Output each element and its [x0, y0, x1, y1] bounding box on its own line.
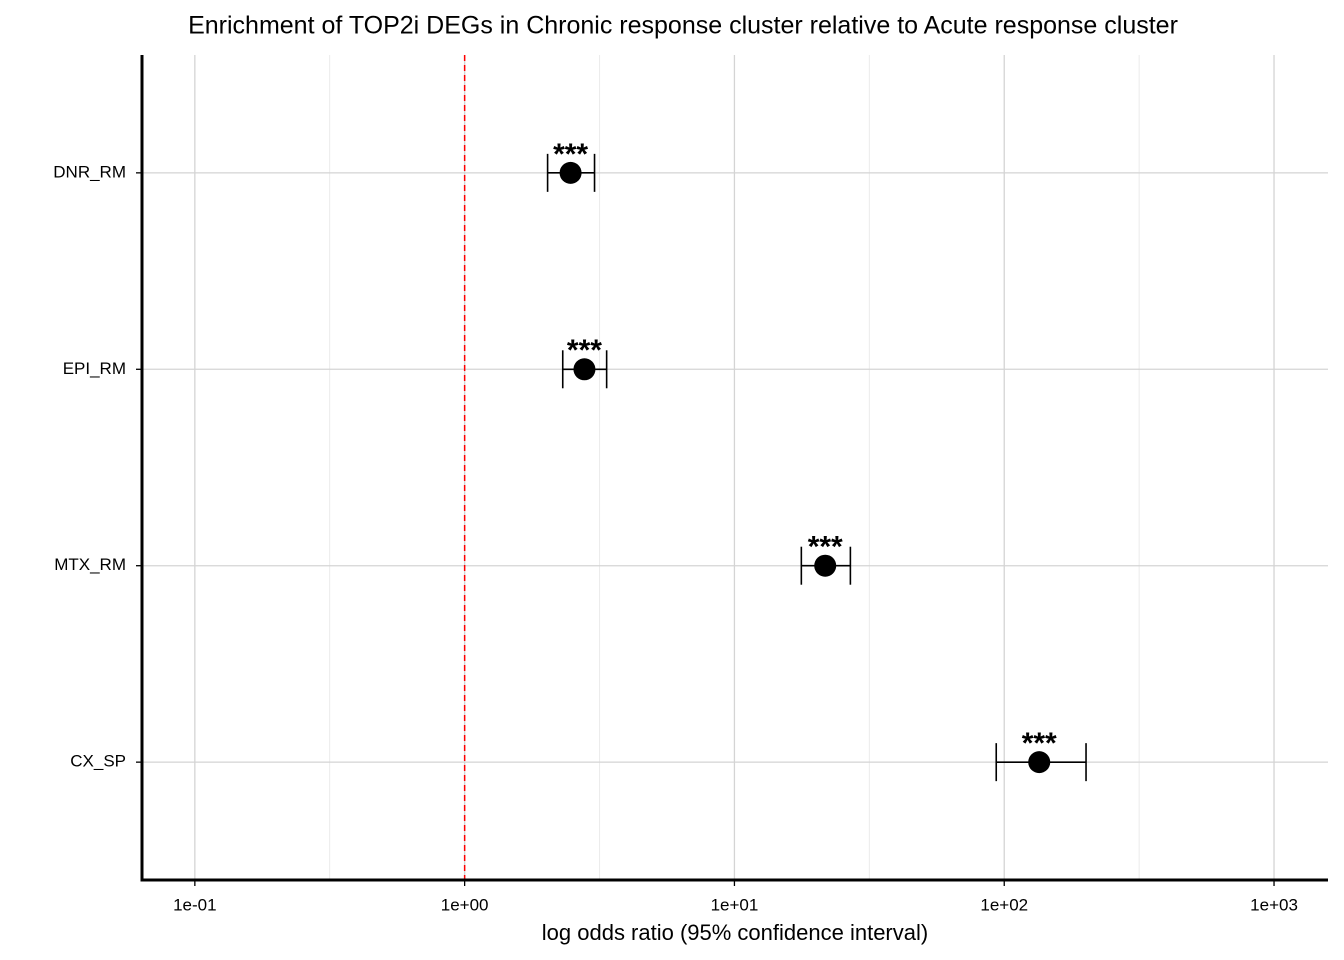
- point: [1028, 751, 1051, 774]
- point: [573, 358, 596, 381]
- x-tick-label: 1e+01: [711, 895, 759, 914]
- x-tick-label: 1e+00: [441, 895, 489, 914]
- annotation: ***: [553, 138, 588, 171]
- annotation: ***: [1022, 727, 1057, 760]
- y-tick-label: CX_SP: [70, 752, 126, 771]
- y-tick-label: DNR_RM: [53, 162, 126, 181]
- x-tick-label: 1e+02: [980, 895, 1028, 914]
- annotation: ***: [808, 531, 843, 564]
- point: [814, 554, 837, 577]
- annotation: ***: [567, 334, 602, 367]
- y-tick-label: MTX_RM: [54, 555, 126, 574]
- point: [559, 161, 582, 184]
- y-tick-label: EPI_RM: [63, 359, 126, 378]
- x-tick-label: 1e-01: [173, 895, 216, 914]
- chart-title: Enrichment of TOP2i DEGs in Chronic resp…: [188, 12, 1178, 40]
- x-axis-label: log odds ratio (95% confidence interval): [542, 920, 928, 945]
- x-tick-label: 1e+03: [1250, 895, 1298, 914]
